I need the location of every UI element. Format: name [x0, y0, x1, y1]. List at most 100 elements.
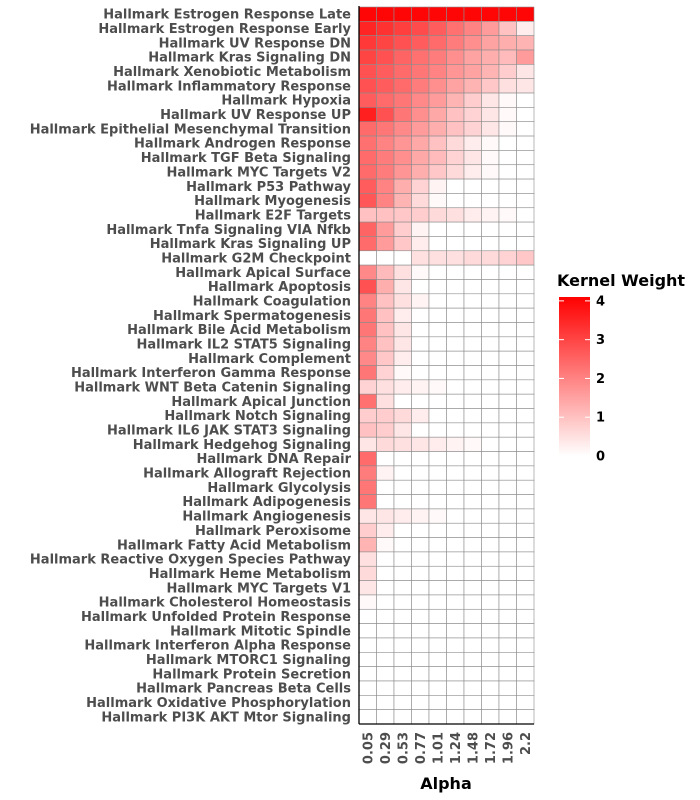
heatmap-cell: Hallmark Adipogenesis / 0.53: 0 [393, 494, 412, 510]
y-tick-label: Hallmark Kras Signaling UP [150, 237, 351, 252]
heatmap-cell: Hallmark Notch Signaling / 1.24: 0 [446, 408, 465, 424]
heatmap-cell: Hallmark IL2 STAT5 Signaling / 0.53: 0.4 [393, 336, 412, 352]
y-tick-label: Hallmark Apical Junction [171, 395, 351, 410]
heatmap-cell: Hallmark MYC Targets V2 / 0.05: 2.4 [358, 164, 377, 180]
heatmap-cell: Hallmark E2F Targets / 1.01: 0.6 [428, 207, 447, 223]
colorbar-tick-label: 2 [596, 372, 605, 387]
heatmap-cell: Hallmark Apoptosis / 1.72: 0 [481, 279, 500, 295]
heatmap-cell: Hallmark WNT Beta Catenin Signaling / 0.… [358, 379, 377, 395]
heatmap-cell: Hallmark Mitotic Spindle / 2.2: 0 [516, 623, 535, 639]
heatmap-cell: Hallmark TGF Beta Signaling / 1.01: 1.1 [428, 150, 447, 166]
heatmap-cell: Hallmark Mitotic Spindle / 1.48: 0 [463, 623, 482, 639]
heatmap-cell: Hallmark Kras Signaling DN / 1.24: 1.8 [446, 49, 465, 65]
heatmap-cell: Hallmark IL2 STAT5 Signaling / 1.48: 0 [463, 336, 482, 352]
heatmap-cell: Hallmark WNT Beta Catenin Signaling / 1.… [446, 379, 465, 395]
heatmap-cell: Hallmark Apoptosis / 1.96: 0 [498, 279, 517, 295]
heatmap-cell: Hallmark MTORC1 Signaling / 0.05: 0 [358, 651, 377, 667]
heatmap-cell: Hallmark Tnfa Signaling VIA Nfkb / 2.2: … [516, 221, 535, 237]
heatmap-cell: Hallmark Myogenesis / 1.01: 0.1 [428, 193, 447, 209]
heatmap-cell: Hallmark Tnfa Signaling VIA Nfkb / 1.01:… [428, 221, 447, 237]
heatmap-cell: Hallmark P53 Pathway / 0.53: 1.3 [393, 178, 412, 194]
heatmap-cell: Hallmark Estrogen Response Late / 2.2: 4 [516, 6, 535, 22]
heatmap-cell: Hallmark Cholesterol Homeostasis / 0.29:… [376, 594, 395, 610]
heatmap-cell: Hallmark PI3K AKT Mtor Signaling / 1.72:… [481, 709, 500, 725]
heatmap-cell: Hallmark MYC Targets V1 / 0.53: 0 [393, 580, 412, 596]
heatmap-cell: Hallmark Apical Surface / 1.48: 0 [463, 264, 482, 280]
heatmap-cell: Hallmark Protein Secretion / 2.2: 0 [516, 666, 535, 682]
heatmap-cell: Hallmark Bile Acid Metabolism / 0.53: 0.… [393, 322, 412, 338]
heatmap-cell: Hallmark MYC Targets V2 / 1.48: 0.3 [463, 164, 482, 180]
heatmap-cell: Hallmark Tnfa Signaling VIA Nfkb / 0.05:… [358, 221, 377, 237]
heatmap-cell: Hallmark Kras Signaling DN / 2.2: 1.6 [516, 49, 535, 65]
heatmap-cell: Hallmark Hedgehog Signaling / 1.72: 0 [481, 436, 500, 452]
heatmap-cell: Hallmark Epithelial Mesenchymal Transiti… [481, 121, 500, 137]
heatmap-cell: Hallmark Kras Signaling UP / 1.48: 0 [463, 236, 482, 252]
heatmap-cell: Hallmark Kras Signaling DN / 0.77: 2.3 [411, 49, 430, 65]
heatmap-cell: Hallmark Bile Acid Metabolism / 1.48: 0 [463, 322, 482, 338]
y-tick-label: Hallmark Interferon Gamma Response [71, 366, 351, 381]
heatmap-cell: Hallmark Hypoxia / 1.72: 0.4 [481, 92, 500, 108]
heatmap-cell: Hallmark Apical Junction / 0.05: 2.3 [358, 393, 377, 409]
heatmap-cell: Hallmark Adipogenesis / 1.01: 0 [428, 494, 447, 510]
y-tick-label: Hallmark Epithelial Mesenchymal Transiti… [30, 122, 351, 137]
heatmap-cell: Hallmark Estrogen Response Early / 1.01:… [428, 21, 447, 36]
heatmap-cell: Hallmark Cholesterol Homeostasis / 1.72:… [481, 594, 500, 610]
heatmap-cell: Hallmark Adipogenesis / 1.72: 0 [481, 494, 500, 510]
heatmap-cell: Hallmark Epithelial Mesenchymal Transiti… [516, 121, 535, 137]
heatmap-cell: Hallmark Unfolded Protein Response / 1.7… [481, 608, 500, 624]
y-tick-label: Hallmark Spermatogenesis [153, 309, 351, 324]
heatmap-cell: Hallmark UV Response UP / 1.48: 0.7 [463, 107, 482, 123]
y-tick-label: Hallmark UV Response UP [160, 108, 351, 123]
heatmap-cell: Hallmark Interferon Gamma Response / 0.0… [358, 365, 377, 381]
heatmap-cell: Hallmark Angiogenesis / 0.05: 0.4 [358, 508, 377, 524]
heatmap-cell: Hallmark TGF Beta Signaling / 1.72: 0.1 [481, 150, 500, 166]
heatmap-cell: Hallmark Estrogen Response Early / 0.29:… [376, 21, 395, 36]
heatmap-cell: Hallmark Interferon Gamma Response / 1.2… [446, 365, 465, 381]
heatmap-cell: Hallmark Bile Acid Metabolism / 0.77: 0 [411, 322, 430, 338]
heatmap-cell: Hallmark Unfolded Protein Response / 1.9… [498, 608, 517, 624]
heatmap-cell: Hallmark MYC Targets V2 / 0.29: 2.1 [376, 164, 395, 180]
heatmap-cell: Hallmark Allograft Rejection / 1.01: 0 [428, 465, 447, 481]
heatmap-cell: Hallmark Cholesterol Homeostasis / 2.2: … [516, 594, 535, 610]
heatmap-cell: Hallmark Protein Secretion / 1.01: 0 [428, 666, 447, 682]
heatmap-cell: Hallmark Tnfa Signaling VIA Nfkb / 1.24:… [446, 221, 465, 237]
y-tick-label: Hallmark WNT Beta Catenin Signaling [74, 381, 351, 396]
heatmap-cell: Hallmark Interferon Gamma Response / 1.4… [463, 365, 482, 381]
heatmap-cell: Hallmark E2F Targets / 2.2: 0 [516, 207, 535, 223]
heatmap-cell: Hallmark IL6 JAK STAT3 Signaling / 1.96:… [498, 422, 517, 438]
heatmap-cell: Hallmark Notch Signaling / 0.05: 0.8 [358, 408, 377, 424]
heatmap-cell: Hallmark Adipogenesis / 1.48: 0 [463, 494, 482, 510]
heatmap-cell: Hallmark Epithelial Mesenchymal Transiti… [411, 121, 430, 137]
heatmap-cell: Hallmark Complement / 1.72: 0 [481, 350, 500, 366]
heatmap-cell: Hallmark PI3K AKT Mtor Signaling / 0.29:… [376, 709, 395, 725]
heatmap-cell: Hallmark P53 Pathway / 1.48: 0 [463, 178, 482, 194]
heatmap-cell: Hallmark Hypoxia / 0.29: 2.4 [376, 92, 395, 108]
heatmap-cell: Hallmark Spermatogenesis / 2.2: 0 [516, 307, 535, 323]
heatmap-cell: Hallmark Pancreas Beta Cells / 0.77: 0 [411, 680, 430, 696]
heatmap-cell: Hallmark Spermatogenesis / 1.24: 0 [446, 307, 465, 323]
heatmap-cell: Hallmark Epithelial Mesenchymal Transiti… [393, 121, 412, 137]
heatmap-cell: Hallmark Bile Acid Metabolism / 1.24: 0 [446, 322, 465, 338]
heatmap-cell: Hallmark Mitotic Spindle / 0.29: 0 [376, 623, 395, 639]
heatmap-cell: Hallmark Bile Acid Metabolism / 1.72: 0 [481, 322, 500, 338]
heatmap-cell: Hallmark PI3K AKT Mtor Signaling / 0.53:… [393, 709, 412, 725]
heatmap-cell: Hallmark Xenobiotic Metabolism / 2.2: 0.… [516, 64, 535, 80]
heatmap-cell: Hallmark Apical Junction / 1.48: 0 [463, 393, 482, 409]
heatmap-cell: Hallmark Estrogen Response Early / 1.48:… [463, 21, 482, 36]
heatmap-cell: Hallmark TGF Beta Signaling / 1.48: 0.4 [463, 150, 482, 166]
heatmap-cell: Hallmark Heme Metabolism / 0.29: 0 [376, 565, 395, 581]
heatmap-cell: Hallmark Apical Surface / 1.24: 0 [446, 264, 465, 280]
heatmap-cell: Hallmark Apoptosis / 0.29: 1.3 [376, 279, 395, 295]
heatmap-cell: Hallmark Tnfa Signaling VIA Nfkb / 0.77:… [411, 221, 430, 237]
heatmap-cell: Hallmark Angiogenesis / 1.96: 0 [498, 508, 517, 524]
heatmap-cell: Hallmark Reactive Oxygen Species Pathway… [428, 551, 447, 567]
heatmap-cell: Hallmark Mitotic Spindle / 0.05: 0 [358, 623, 377, 639]
heatmap-cell: Hallmark DNA Repair / 1.72: 0 [481, 451, 500, 467]
heatmap-cell: Hallmark Adipogenesis / 0.77: 0 [411, 494, 430, 510]
heatmap-cell: Hallmark Estrogen Response Late / 0.05: … [358, 6, 377, 22]
heatmap-cell: Hallmark MTORC1 Signaling / 0.53: 0 [393, 651, 412, 667]
heatmap-cell: Hallmark TGF Beta Signaling / 0.53: 1.8 [393, 150, 412, 166]
heatmap-cell: Hallmark Notch Signaling / 0.29: 0.8 [376, 408, 395, 424]
y-tick-label: Hallmark Hedgehog Signaling [133, 438, 351, 453]
heatmap-cell: Hallmark Estrogen Response Early / 1.24:… [446, 21, 465, 36]
